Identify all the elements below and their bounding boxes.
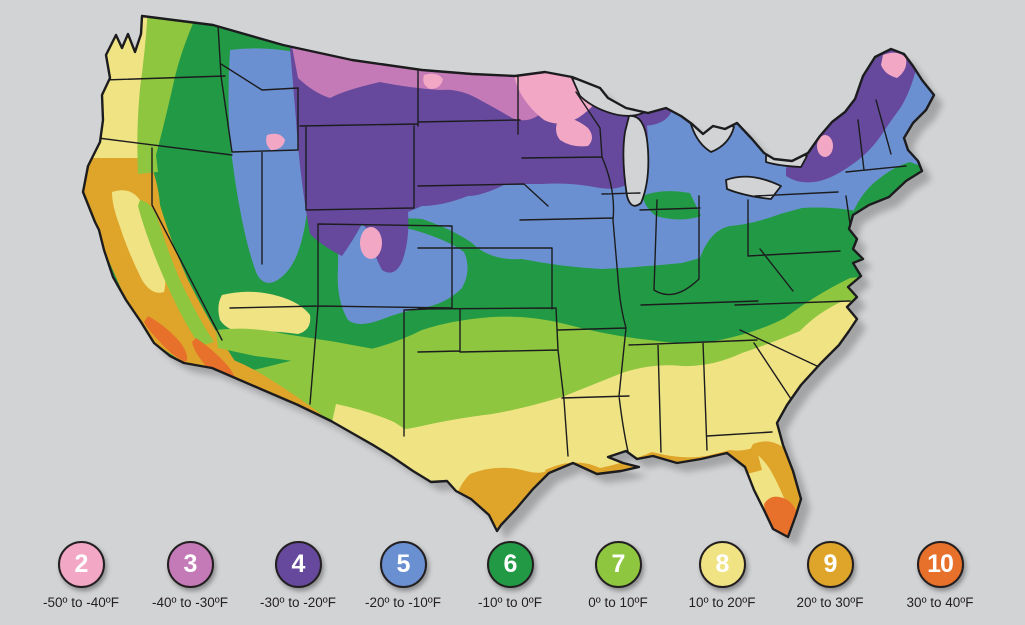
- zone-8-central-valley: [112, 190, 166, 293]
- zone-10-badge: 10: [916, 541, 964, 588]
- lake-michigan: [622, 115, 650, 207]
- legend-item-zone-3: 3 -40º to -30ºF: [137, 541, 243, 610]
- zone-7-arizona-band: [216, 328, 390, 368]
- zone-2-wisconsin-lobe: [556, 116, 592, 147]
- zone-9-south-texas: [458, 467, 549, 531]
- zone-9-range: 20º to 30ºF: [796, 595, 864, 610]
- zone-5-badge: 5: [379, 541, 427, 588]
- zone-4-range: -30º to -20ºF: [260, 595, 336, 610]
- zone-8-elpaso-band: [332, 404, 428, 470]
- legend-item-zone-4: 4 -30º to -20ºF: [245, 541, 351, 610]
- legend-item-zone-8: 8 10º to 20ºF: [669, 541, 775, 610]
- zone-8-great-basin-patch: [218, 291, 311, 334]
- legend-item-zone-5: 5 -20º to -10ºF: [350, 541, 456, 610]
- zone-10-socal-spot: [144, 316, 188, 362]
- legend-item-zone-2: 2 -50º to -40ºF: [28, 541, 134, 610]
- zone-7-badge: 7: [594, 541, 642, 588]
- zone-5-range: -20º to -10ºF: [365, 595, 441, 610]
- zone-4-badge: 4: [274, 541, 322, 588]
- zone-8-range: 10º to 20ºF: [688, 595, 756, 610]
- legend-item-zone-7: 7 0º to 10ºF: [565, 541, 671, 610]
- legend-item-zone-9: 9 20º to 30ºF: [777, 541, 883, 610]
- zone-2-adirondack-spot: [817, 135, 833, 157]
- legend-item-zone-6: 6 -10º to 0ºF: [457, 541, 563, 610]
- zone-2-montana-spot: [266, 133, 285, 150]
- zone-2-dakota-spot: [423, 73, 443, 89]
- zone-legend: 2 -50º to -40ºF 3 -40º to -30ºF 4 -30º t…: [0, 541, 1025, 621]
- zone-2-colorado-spot: [360, 227, 382, 259]
- zone-10-range: 30º to 40ºF: [906, 595, 974, 610]
- zone-7-sierra-strip: [138, 200, 214, 346]
- zone-5-idaho-patch: [228, 48, 310, 283]
- zone-6-southern-new-england: [853, 162, 926, 216]
- zone-2-maine-spot: [881, 52, 907, 78]
- zone-7-northwest-strip: [137, 16, 200, 174]
- lake-erie: [725, 175, 782, 200]
- zone-9-badge: 9: [806, 541, 854, 588]
- legend-item-zone-10: 10 30º to 40ºF: [887, 541, 993, 610]
- zone-regions: [83, 16, 934, 537]
- zone-6-range: -10º to 0ºF: [478, 595, 542, 610]
- zone-3-badge: 3: [166, 541, 214, 588]
- zone-2-badge: 2: [57, 541, 105, 588]
- zone-7-range: 0º to 10ºF: [588, 595, 648, 610]
- zone-8-badge: 8: [698, 541, 746, 588]
- zone-6-badge: 6: [486, 541, 534, 588]
- state-borders: [97, 24, 907, 457]
- zone-2-range: -50º to -40ºF: [43, 595, 119, 610]
- zone-3-range: -40º to -30ºF: [152, 595, 228, 610]
